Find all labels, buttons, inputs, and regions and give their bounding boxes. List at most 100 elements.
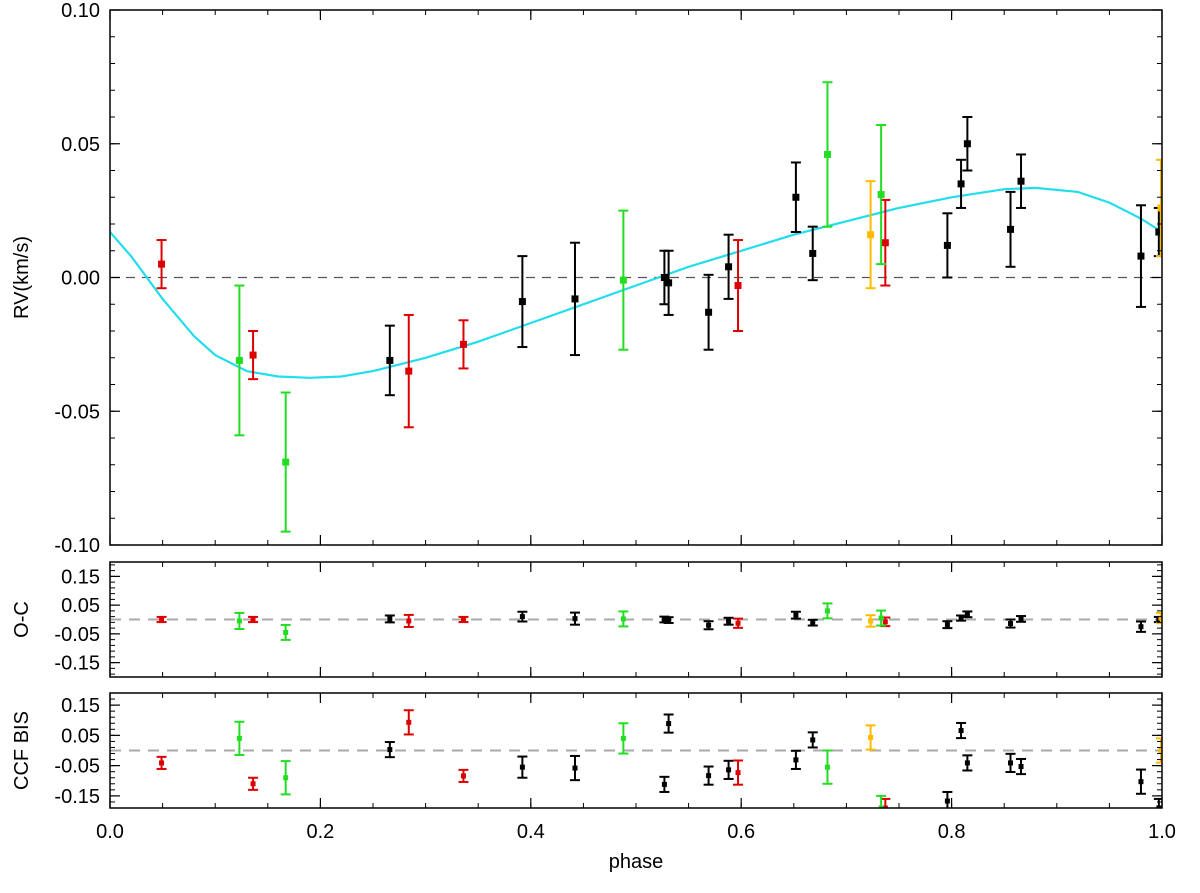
y-tick-label: 0.10 (61, 0, 100, 22)
y-tick-label: -0.15 (54, 786, 100, 808)
data-point (942, 790, 953, 808)
data-point (956, 614, 967, 622)
point-marker (571, 295, 579, 303)
point-marker (824, 608, 830, 614)
data-point (942, 620, 953, 630)
y-tick-label: -0.05 (54, 624, 100, 646)
data-point (962, 116, 973, 172)
panel-bisector: -0.15 -0.05 0.05 0.15 0.0 0.2 0.4 0.6 0.8 1.0 CCF … (11, 692, 1176, 873)
data-point (248, 615, 259, 624)
data-point (384, 741, 395, 759)
point-marker (823, 150, 831, 158)
point-marker (235, 356, 243, 364)
y-tick-label: -0.15 (54, 653, 100, 675)
series-3 (865, 158, 1162, 290)
point-marker (809, 249, 817, 257)
point-marker (868, 734, 874, 740)
point-marker (1008, 760, 1014, 766)
series-2 (234, 81, 887, 533)
data-point (156, 239, 167, 290)
data-point (659, 775, 670, 793)
point-marker (1008, 621, 1014, 627)
data-point (403, 313, 414, 429)
point-marker (735, 770, 741, 776)
y-tick-label: 0.05 (61, 725, 100, 747)
data-point (1135, 620, 1146, 633)
point-marker (460, 617, 466, 622)
data-point (663, 616, 674, 624)
point-marker (519, 614, 525, 620)
point-marker (824, 764, 830, 770)
point-marker (386, 356, 394, 364)
point-marker (882, 619, 888, 625)
data-point (1155, 158, 1162, 258)
point-marker (459, 340, 467, 348)
data-point (942, 212, 953, 279)
data-point (618, 722, 629, 755)
point-marker (572, 765, 578, 771)
y-tick-label: 0.05 (61, 595, 100, 617)
y-axis-label: O-C (11, 601, 33, 638)
point-marker (519, 764, 525, 770)
data-point (234, 611, 245, 630)
data-point (733, 239, 744, 332)
data-point (384, 614, 395, 624)
y-tick-label: -0.05 (54, 401, 100, 423)
data-point (403, 613, 414, 628)
panel-rv: -0.10 -0.05 0.00 0.05 0.10 RV(km/s) (11, 0, 1163, 557)
data-point (248, 776, 259, 791)
y-tick-label: 0.00 (61, 268, 100, 290)
point-marker (944, 798, 950, 804)
data-point (280, 623, 291, 641)
data-point (790, 610, 801, 620)
point-marker (666, 617, 672, 623)
point-marker (1158, 748, 1162, 753)
data-point (569, 611, 580, 626)
point-marker (406, 719, 412, 725)
point-marker (878, 615, 884, 621)
data-point (723, 233, 734, 300)
point-marker (1155, 228, 1162, 236)
point-marker (882, 805, 888, 808)
x-tick-label: 0.0 (96, 821, 124, 843)
data-point (876, 609, 887, 627)
data-point (384, 324, 395, 397)
point-marker (793, 612, 799, 618)
point-marker (249, 351, 257, 359)
data-point (822, 81, 833, 228)
data-point (569, 241, 580, 357)
data-point (723, 616, 734, 626)
point-marker (1157, 204, 1162, 212)
x-tick-label: 1.0 (1148, 821, 1176, 843)
point-marker (460, 773, 466, 779)
series-0 (384, 116, 1162, 397)
data-point (822, 749, 833, 785)
data-point (807, 731, 818, 749)
point-marker (159, 760, 165, 766)
series-1 (156, 198, 891, 429)
point-marker (387, 747, 393, 753)
x-tick-label: 0.2 (306, 821, 334, 843)
data-point (733, 759, 744, 786)
point-marker (665, 279, 673, 287)
series-3 (865, 611, 1162, 628)
data-point (517, 255, 528, 349)
data-point (962, 610, 973, 619)
data-point (865, 724, 876, 751)
data-point (703, 273, 714, 351)
data-point (822, 602, 833, 620)
data-point (1016, 153, 1027, 209)
point-marker (660, 274, 668, 281)
data-point (876, 794, 887, 808)
data-point (1155, 737, 1162, 764)
point-marker (964, 611, 970, 617)
point-marker (1156, 805, 1162, 808)
point-marker (734, 282, 742, 290)
data-point (807, 225, 818, 282)
point-marker (958, 615, 964, 621)
series-2 (234, 720, 887, 808)
point-marker (572, 616, 578, 622)
point-marker (726, 618, 732, 624)
